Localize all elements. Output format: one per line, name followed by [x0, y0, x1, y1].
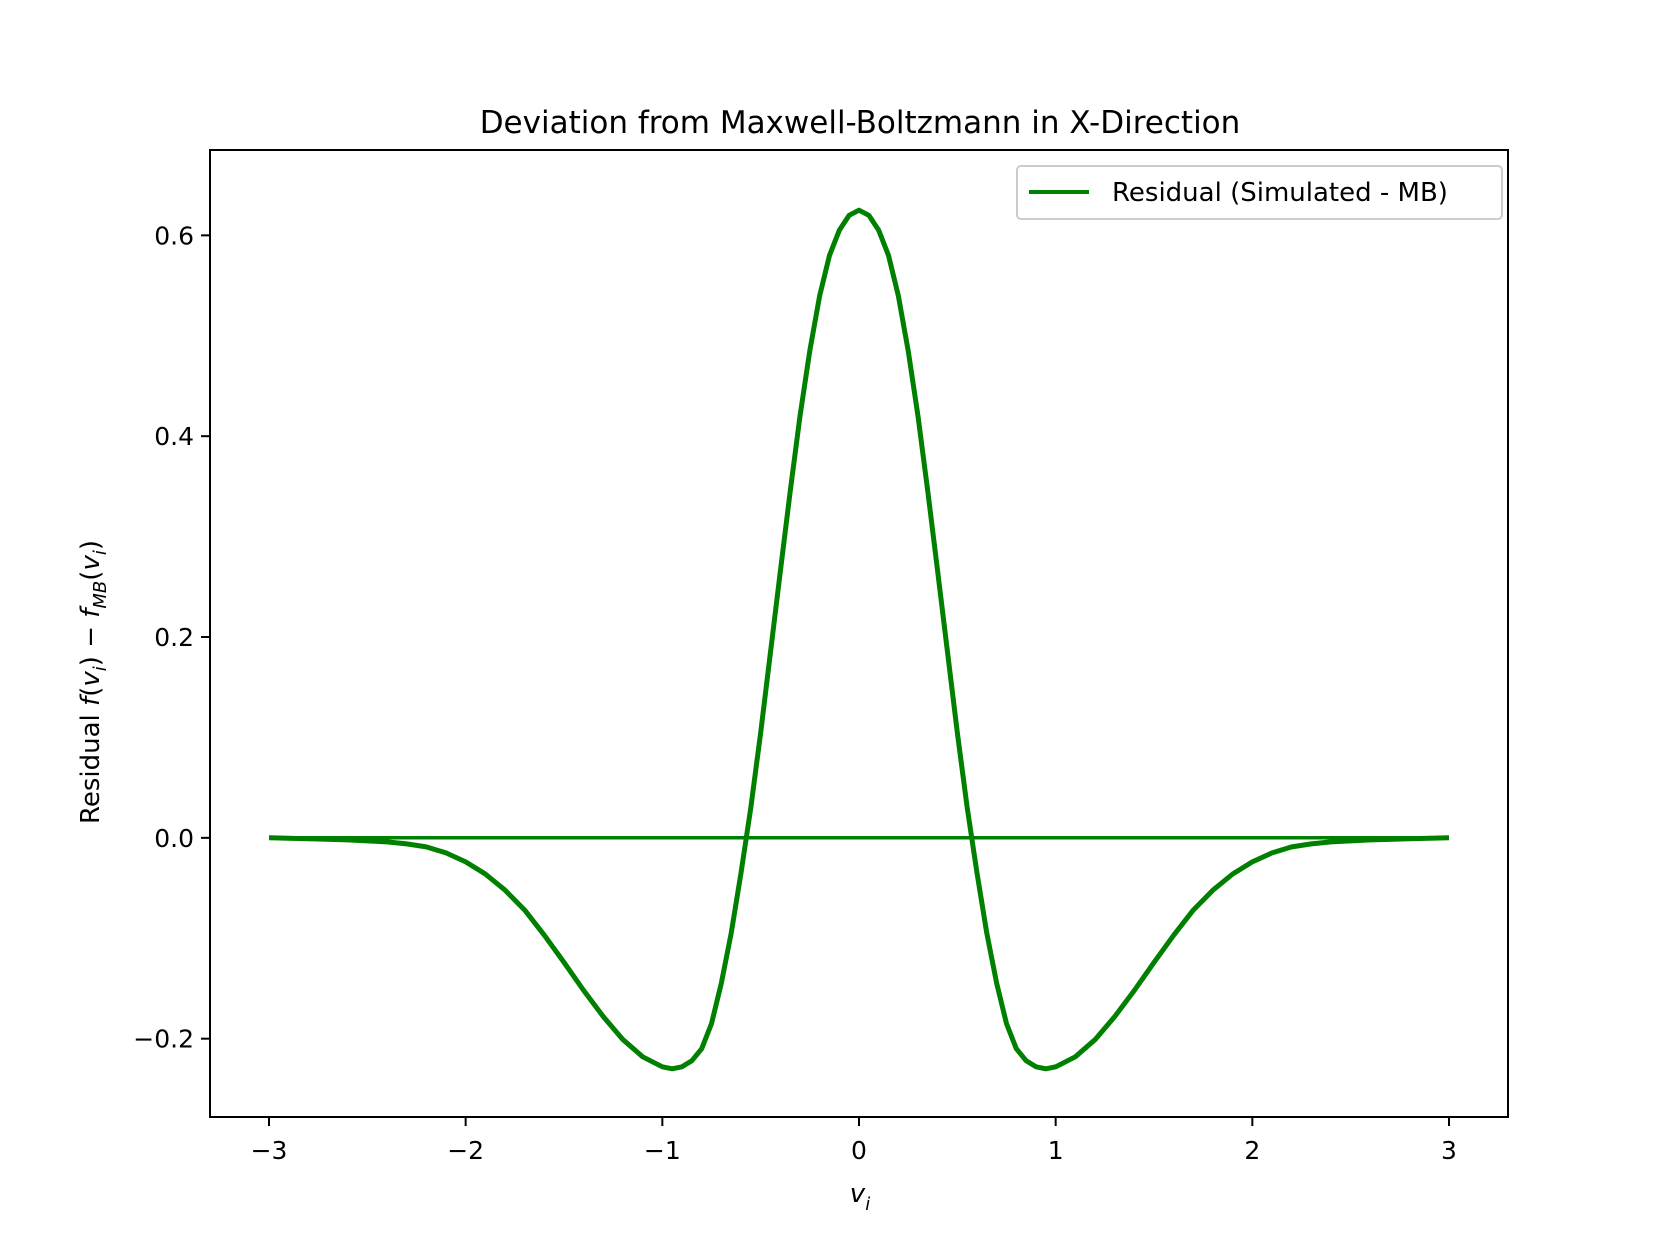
x-axis: −3 −2 −1 0 1 2 3	[251, 1117, 1457, 1165]
x-tick-label: 2	[1244, 1136, 1260, 1165]
chart-title: Deviation from Maxwell-Boltzmann in X-Di…	[480, 105, 1241, 141]
y-tick-label: 0.2	[154, 623, 194, 652]
series-line-residual	[268, 207, 1450, 1072]
legend-box	[1016, 165, 1503, 220]
y-axis: −0.2 0.0 0.2 0.4 0.6	[133, 221, 210, 1054]
y-tick-label: 0.4	[154, 422, 194, 451]
legend-label: Residual (Simulated - MB)	[1112, 178, 1448, 208]
x-tick-label: −1	[644, 1136, 681, 1165]
x-tick-label: 0	[851, 1136, 867, 1165]
x-tick-label: −3	[251, 1136, 288, 1165]
legend: Residual (Simulated - MB)	[1016, 165, 1503, 220]
y-tick-label: −0.2	[133, 1025, 194, 1054]
x-tick-label: 1	[1048, 1136, 1064, 1165]
y-tick-label: 0.6	[154, 221, 194, 250]
x-tick-label: −2	[447, 1136, 484, 1165]
y-tick-label: 0.0	[154, 824, 194, 853]
x-axis-label: vi	[850, 1179, 870, 1215]
x-tick-label: 3	[1441, 1136, 1457, 1165]
y-axis-label: Residual f(vi) − fMB(vi)	[76, 540, 111, 824]
